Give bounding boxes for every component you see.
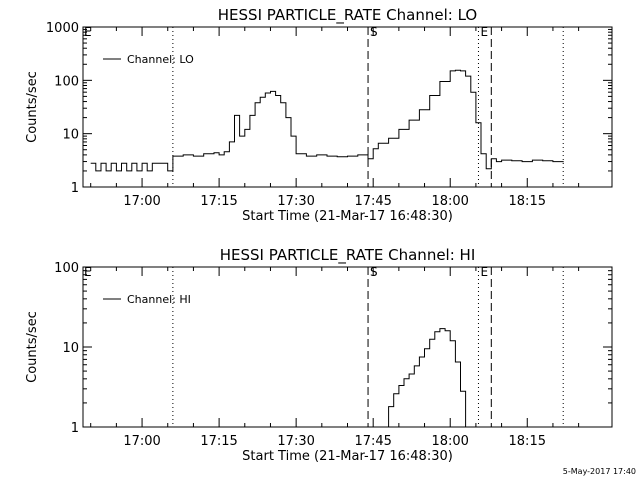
x-tick-label: 18:15: [509, 434, 546, 449]
marker-label: E: [480, 25, 488, 39]
series-line-0: [383, 328, 467, 428]
plot-frame: [82, 266, 613, 428]
x-tick-label: 18:15: [509, 194, 546, 209]
x-tick-label: 17:15: [200, 434, 237, 449]
x-tick-label: 17:30: [277, 434, 314, 449]
edge-marker-label: E: [84, 25, 92, 39]
y-tick-label: 10: [62, 341, 79, 356]
x-tick-label: 17:00: [123, 194, 160, 209]
legend-label: Channel: LO: [127, 53, 194, 66]
y-axis-label: Counts/sec: [25, 311, 40, 383]
footer-timestamp: 5-May-2017 17:40: [563, 467, 636, 476]
y-tick-label: 1: [71, 421, 79, 436]
x-tick-label: 17:45: [354, 434, 391, 449]
chart-title: HESSI PARTICLE_RATE Channel: HI: [220, 246, 476, 265]
y-tick-label: 100: [54, 261, 79, 276]
marker-label: S: [370, 265, 378, 279]
series-line-0: [90, 69, 564, 172]
x-tick-label: 17:15: [200, 194, 237, 209]
panel-lo: HESSI PARTICLE_RATE Channel: LO Counts/se…: [25, 6, 613, 224]
x-tick-label: 17:00: [123, 434, 160, 449]
x-tick-label: 18:00: [431, 434, 468, 449]
marker-label: E: [480, 265, 488, 279]
x-axis-label: Start Time (21-Mar-17 16:48:30): [242, 209, 453, 224]
y-tick-label: 1000: [46, 21, 79, 36]
x-axis-label: Start Time (21-Mar-17 16:48:30): [242, 449, 453, 464]
edge-marker-label: E: [84, 265, 92, 279]
y-axis-label: Counts/sec: [25, 71, 40, 143]
y-tick-label: 100: [54, 74, 79, 89]
y-tick-label: 1: [71, 181, 79, 196]
panel-hi: HESSI PARTICLE_RATE Channel: HI Counts/se…: [25, 246, 613, 464]
x-tick-label: 17:30: [277, 194, 314, 209]
marker-label: S: [370, 25, 378, 39]
y-tick-label: 10: [62, 128, 79, 143]
x-tick-label: 18:00: [431, 194, 468, 209]
chart-title: HESSI PARTICLE_RATE Channel: LO: [218, 6, 477, 25]
x-tick-label: 17:45: [354, 194, 391, 209]
legend-label: Channel: HI: [127, 293, 191, 306]
